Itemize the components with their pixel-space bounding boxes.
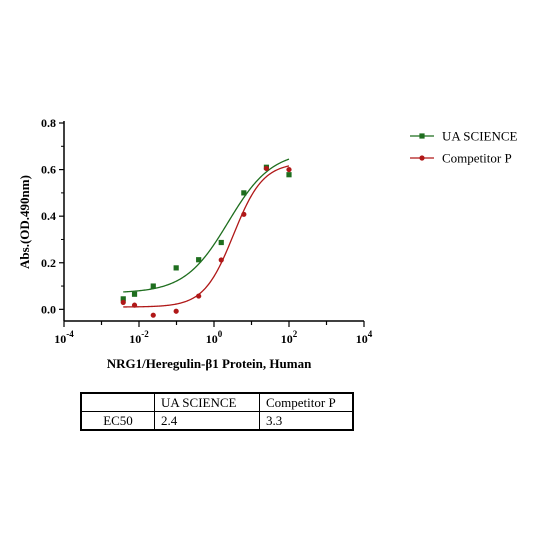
y-tick-label: 0.8	[41, 116, 56, 130]
x-tick-label: 102	[281, 329, 298, 346]
data-point	[196, 293, 202, 299]
legend-swatch-marker	[419, 133, 425, 139]
data-point	[120, 299, 126, 305]
y-tick-label: 0.4	[41, 209, 56, 223]
ec50-table: UA SCIENCE Competitor P EC50 2.4 3.3	[80, 392, 354, 431]
y-tick-label: 0.6	[41, 163, 56, 177]
data-points	[120, 164, 292, 318]
data-point	[173, 308, 179, 314]
data-point	[173, 265, 179, 271]
data-point	[131, 302, 138, 308]
data-point	[150, 283, 156, 289]
legend-label: Competitor P	[442, 151, 512, 166]
axes: 0.0 0.2 0.4 0.6 0.8 10-4 10-2 100 102 104 NRG1/Her…	[17, 116, 373, 371]
ec50-row-label: EC50	[80, 411, 155, 431]
x-axis-title: NRG1/Heregulin-β1 Protein, Human	[107, 356, 312, 371]
data-point	[150, 312, 156, 318]
data-point	[263, 165, 270, 172]
legend-label: UA SCIENCE	[442, 129, 518, 144]
legend: UA SCIENCE Competitor P	[410, 129, 518, 166]
ec50-header-blank	[80, 392, 155, 412]
x-tick-label: 100	[206, 329, 223, 346]
ec50-value-competitor-p: 3.3	[259, 411, 354, 431]
fit-curve	[123, 165, 290, 308]
fit-curves	[123, 158, 290, 308]
fit-curve	[123, 158, 290, 293]
data-point	[218, 257, 224, 263]
ec50-header-competitor-p: Competitor P	[259, 392, 354, 412]
data-point	[241, 211, 247, 217]
data-point	[286, 172, 292, 178]
x-tick-label: 104	[356, 329, 373, 346]
ec50-table-header: UA SCIENCE Competitor P	[80, 392, 354, 412]
x-tick-label: 10-4	[54, 329, 74, 346]
data-point	[241, 190, 247, 196]
ec50-table-row: EC50 2.4 3.3	[80, 411, 354, 431]
data-point	[218, 239, 224, 246]
ec50-value-ua-science: 2.4	[154, 411, 260, 431]
y-tick-label: 0.0	[41, 302, 56, 316]
chart: 0.0 0.2 0.4 0.6 0.8 10-4 10-2 100 102 104 NRG1/Her…	[17, 116, 518, 371]
data-point	[131, 291, 138, 297]
x-tick-label: 10-2	[129, 329, 149, 346]
legend-swatch-marker	[419, 155, 425, 161]
ec50-header-ua-science: UA SCIENCE	[154, 392, 260, 412]
data-point	[286, 166, 292, 173]
data-point	[120, 296, 126, 302]
y-tick-label: 0.2	[41, 256, 56, 270]
y-axis-title: Abs.(OD.490nm)	[17, 175, 32, 269]
data-point	[196, 257, 202, 263]
